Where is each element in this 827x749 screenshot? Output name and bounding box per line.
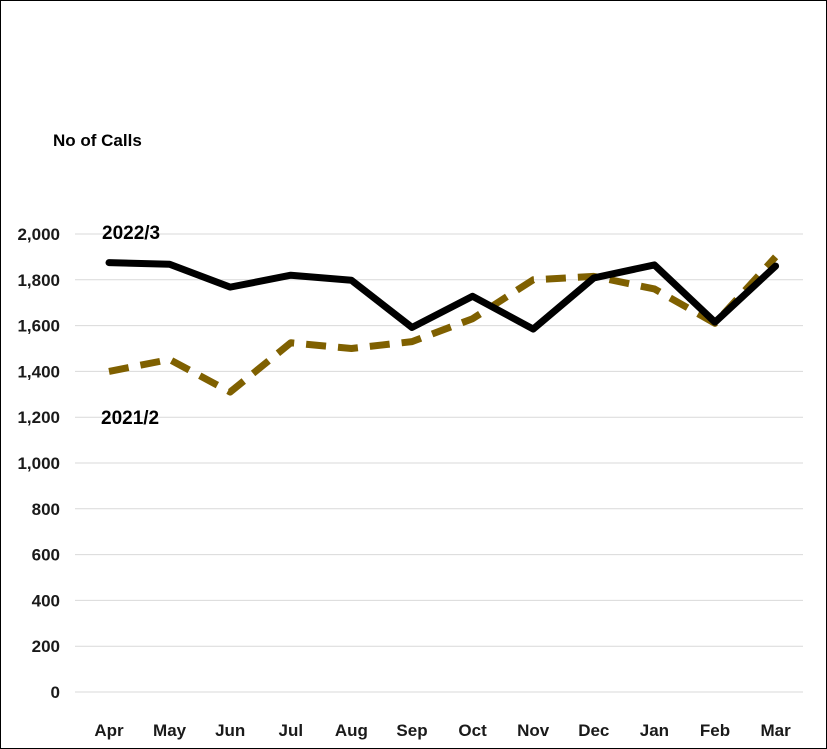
y-tick-label: 2,000 xyxy=(17,225,60,244)
series-label-2021-2: 2021/2 xyxy=(101,408,159,429)
x-tick-label: Jan xyxy=(640,721,669,740)
y-tick-label: 800 xyxy=(32,500,60,519)
gridlines xyxy=(75,233,803,693)
y-tick-label: 1,000 xyxy=(17,454,60,473)
x-tick-label: Mar xyxy=(760,721,791,740)
x-tick-label: Dec xyxy=(578,721,609,740)
y-tick-label: 1,600 xyxy=(17,317,60,336)
y-tick-label: 0 xyxy=(51,683,60,702)
x-tick-label: Jul xyxy=(279,721,304,740)
series-line-2021-2 xyxy=(108,254,779,396)
y-tick-label: 400 xyxy=(32,591,60,610)
x-tick-label: Nov xyxy=(517,721,550,740)
x-tick-label: Apr xyxy=(94,721,124,740)
y-tick-label: 1,800 xyxy=(17,271,60,290)
x-tick-label: Sep xyxy=(396,721,427,740)
x-tick-label: Feb xyxy=(700,721,730,740)
series-label-2022-3: 2022/3 xyxy=(102,223,160,244)
series-line-2022-3 xyxy=(105,259,780,333)
y-tick-label: 1,200 xyxy=(17,408,60,427)
series-lines xyxy=(105,254,780,396)
y-axis-ticks: 0 200 400 600 800 1,000 1,200 1,400 1,600 1,800 2,… xyxy=(17,225,60,702)
x-tick-label: May xyxy=(153,721,187,740)
y-tick-label: 200 xyxy=(32,637,60,656)
x-tick-label: Oct xyxy=(458,721,487,740)
x-tick-label: Aug xyxy=(335,721,368,740)
y-tick-label: 1,400 xyxy=(17,362,60,381)
y-axis-title: No of Calls xyxy=(53,131,142,150)
x-tick-label: Jun xyxy=(215,721,245,740)
x-axis-ticks: Apr May Jun Jul Aug Sep Oct Nov Dec Jan Feb Mar xyxy=(94,721,791,740)
y-tick-label: 600 xyxy=(32,546,60,565)
